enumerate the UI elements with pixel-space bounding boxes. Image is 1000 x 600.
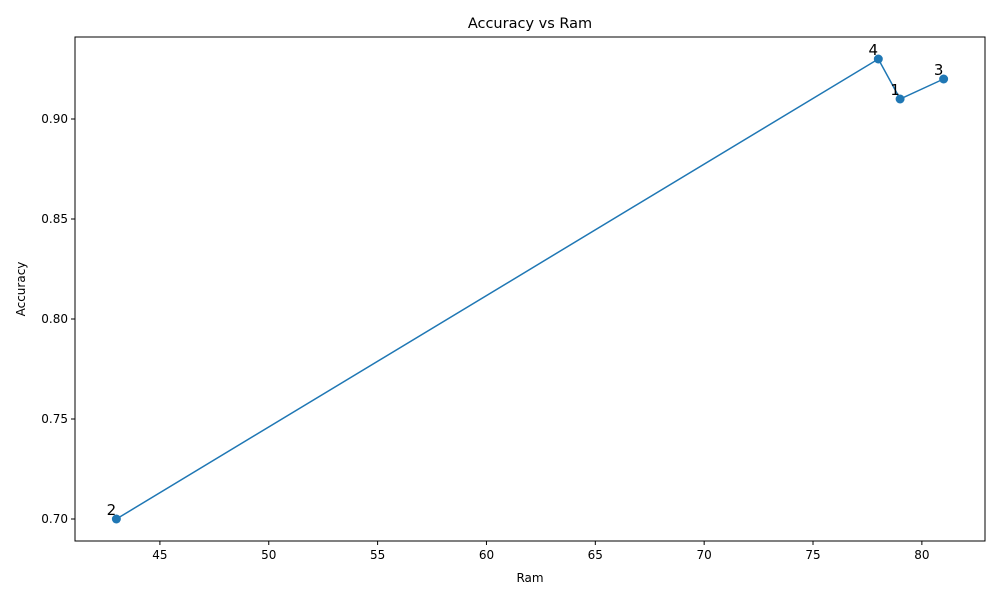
x-tick-label: 65: [588, 548, 603, 562]
plot-area: [74, 36, 986, 542]
y-tick-label: 0.80: [41, 312, 68, 326]
x-tick-label: 70: [697, 548, 712, 562]
point-label: 4: [869, 41, 879, 59]
y-axis-label: Accuracy: [14, 262, 28, 317]
x-tick-label: 80: [914, 548, 929, 562]
x-tick-label: 50: [261, 548, 276, 562]
point-label: 1: [890, 81, 900, 99]
chart-title: Accuracy vs Ram: [468, 16, 592, 32]
data-point: [895, 94, 905, 104]
y-axis: 0.70 0.75 0.80 0.85 0.90: [41, 112, 75, 526]
data-point: [939, 74, 949, 84]
x-axis-label: Ram: [516, 571, 543, 585]
point-labels: 2 4 1 3: [107, 41, 944, 519]
x-tick-label: 75: [805, 548, 820, 562]
x-tick-label: 60: [479, 548, 494, 562]
y-tick-label: 0.85: [41, 212, 68, 226]
series-line: [115, 57, 944, 520]
y-tick-label: 0.90: [41, 112, 68, 126]
x-axis: 45 50 55 60 65 70 75 80: [152, 541, 930, 562]
data-points: [111, 54, 949, 524]
x-tick-label: 45: [152, 548, 167, 562]
y-tick-label: 0.70: [41, 512, 68, 526]
point-label: 3: [934, 61, 944, 79]
data-point: [873, 54, 883, 64]
x-tick-label: 55: [370, 548, 385, 562]
y-tick-label: 0.75: [41, 412, 68, 426]
data-point: [111, 514, 121, 524]
point-label: 2: [107, 501, 117, 519]
